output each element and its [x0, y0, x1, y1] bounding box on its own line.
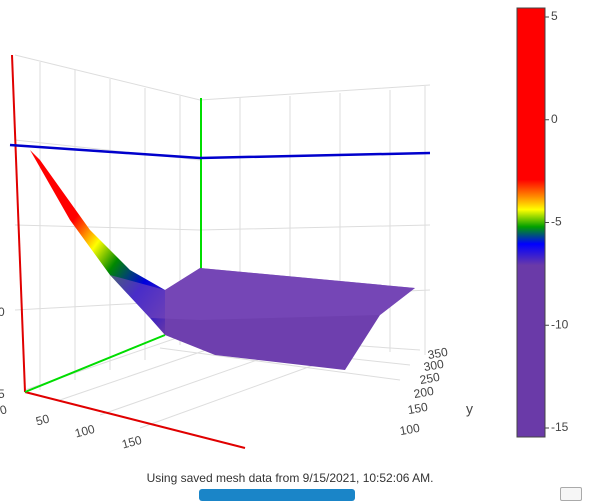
- surface-shade: [110, 268, 415, 320]
- surface-plot: y 50-5-10-151001502002503003500501001500…: [0, 7, 569, 452]
- y-tick-label: 250: [419, 370, 441, 387]
- colorbar-tick-label: -10: [551, 317, 569, 331]
- y-tick-label: 350: [427, 345, 449, 362]
- colorbar-tick-label: 5: [551, 9, 558, 23]
- colorbar-tick-label: -5: [551, 215, 562, 229]
- z-tick-label: 0: [0, 305, 5, 319]
- colorbar: [516, 7, 546, 438]
- x-tick-label: 150: [120, 433, 143, 452]
- small-button[interactable]: [560, 487, 582, 501]
- colorbar-tick-label: -15: [551, 420, 569, 434]
- grid: [14, 54, 431, 429]
- y-tick-label: 150: [407, 400, 429, 417]
- z-tick-label: -5: [0, 387, 5, 401]
- status-text: Using saved mesh data from 9/15/2021, 10…: [146, 471, 434, 485]
- button[interactable]: [199, 489, 355, 501]
- blue-line: [9, 143, 431, 160]
- x-tick-label: 100: [73, 422, 96, 441]
- colorbar-tick-label: 0: [551, 112, 558, 126]
- y-tick-label: 100: [399, 421, 421, 438]
- y-tick-label: 300: [423, 357, 445, 374]
- y-axis-title: y: [466, 401, 473, 417]
- x-tick-label: 50: [34, 411, 51, 428]
- y-tick-label: 200: [413, 384, 435, 401]
- x-axis-line: [24, 391, 246, 449]
- y-axis-line: [24, 334, 166, 393]
- z-axis-line: [11, 54, 26, 393]
- x-tick-label: 0: [0, 402, 9, 417]
